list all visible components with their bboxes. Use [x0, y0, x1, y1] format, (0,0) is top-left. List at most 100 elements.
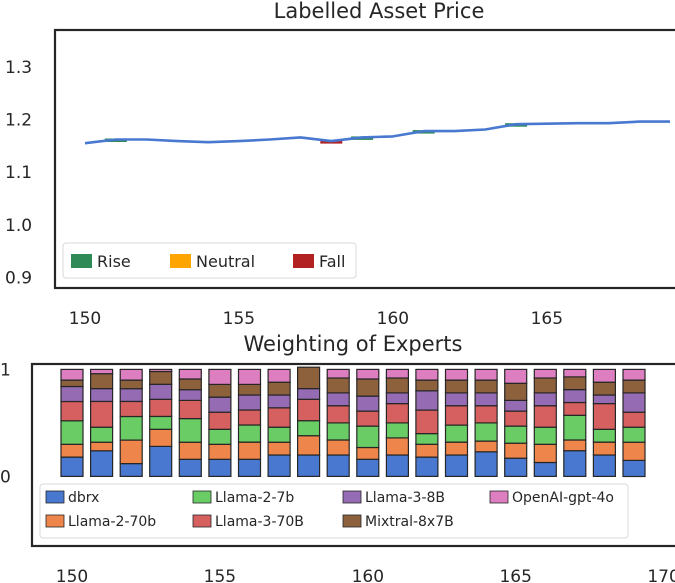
bar-llama-3-8b-169	[622, 392, 646, 413]
bar-openai-gpt-4o-150	[60, 368, 84, 381]
bar-llama-2-7b-160	[356, 425, 380, 449]
experts-legend: dbrx Llama-2-70b Llama-2-7b Llama-3-70B …	[39, 483, 629, 539]
bar-mixtral-8x7b-155	[208, 383, 232, 398]
bar-llama-2-7b-167	[563, 414, 587, 441]
legend-label-llama-2-7b: Llama-2-7b	[215, 490, 294, 506]
legend-swatch-fall	[293, 254, 314, 268]
bar-openai-gpt-4o-152	[119, 368, 143, 381]
bar-mixtral-8x7b-159	[326, 377, 350, 394]
bar-openai-gpt-4o-168	[592, 368, 617, 383]
bar-openai-gpt-4o-165	[504, 368, 528, 384]
bar-llama-3-8b-158	[297, 388, 321, 400]
bar-dbrx-165	[504, 457, 528, 478]
bar-llama-3-70b-150	[60, 400, 84, 422]
bar-llama-2-7b-151	[89, 426, 114, 443]
experts-chart-title: Weighting of Experts	[244, 332, 463, 356]
bar-mixtral-8x7b-150	[60, 379, 84, 388]
experts-bars	[60, 366, 646, 478]
experts-x-tick-label: 150	[56, 567, 88, 583]
bar-dbrx-166	[533, 461, 557, 477]
bar-mixtral-8x7b-167	[563, 376, 587, 391]
bar-mixtral-8x7b-168	[592, 381, 617, 396]
bar-openai-gpt-4o-153	[149, 368, 173, 373]
bar-dbrx-155	[208, 458, 232, 477]
bar-llama-3-70b-153	[149, 398, 173, 417]
bar-llama-3-70b-160	[356, 410, 380, 427]
bar-llama-2-7b-157	[267, 426, 291, 443]
bar-llama-2-70b-167	[563, 439, 587, 452]
legend-label-llama-2-70b: Llama-2-70b	[68, 514, 156, 530]
legend-swatch-dbrx	[45, 490, 65, 504]
price-y-tick-label: 1.0	[5, 216, 32, 236]
bar-llama-3-70b-168	[592, 403, 617, 430]
bar-mixtral-8x7b-157	[267, 381, 291, 396]
bar-dbrx-156	[237, 458, 262, 477]
price-x-tick-label: 155	[223, 309, 255, 329]
bar-openai-gpt-4o-155	[208, 368, 232, 385]
bar-mixtral-8x7b-161	[385, 377, 409, 394]
bar-llama-3-8b-166	[533, 392, 557, 407]
bar-llama-2-70b-169	[622, 441, 646, 462]
bar-mixtral-8x7b-158	[297, 366, 321, 390]
legend-label-dbrx: dbrx	[68, 490, 99, 506]
bar-llama-2-70b-160	[356, 446, 380, 460]
experts-x-tick-label: 155	[204, 567, 236, 583]
bar-mixtral-8x7b-164	[474, 379, 498, 394]
bar-llama-2-7b-159	[326, 422, 350, 441]
bar-llama-3-70b-157	[267, 407, 291, 428]
legend-label-rise: Rise	[97, 252, 131, 271]
bar-mixtral-8x7b-160	[356, 378, 380, 397]
bar-llama-2-70b-163	[444, 441, 469, 456]
bar-llama-3-8b-152	[119, 388, 143, 403]
bar-llama-2-70b-150	[60, 443, 84, 458]
legend-label-neutral: Neutral	[196, 252, 255, 271]
bar-llama-2-70b-168	[592, 441, 617, 456]
legend-swatch-llama-2-7b	[192, 490, 212, 504]
bar-dbrx-168	[592, 454, 617, 477]
bar-llama-2-70b-158	[297, 435, 321, 456]
bar-llama-2-7b-166	[533, 426, 557, 445]
bar-llama-3-70b-169	[622, 411, 646, 428]
bar-llama-3-70b-166	[533, 405, 557, 428]
price-x-tick-label: 150	[69, 309, 101, 329]
bar-llama-3-70b-154	[178, 399, 202, 420]
bar-llama-2-7b-168	[592, 428, 617, 443]
experts-x-ticks: 150 155 160 165 170	[56, 567, 675, 583]
bar-openai-gpt-4o-151	[89, 368, 114, 375]
bar-llama-3-8b-154	[178, 389, 202, 402]
bar-llama-2-70b-165	[504, 442, 528, 459]
price-plot-frame	[53, 28, 675, 290]
legend-swatch-llama-3-8b	[342, 490, 362, 504]
bar-llama-3-8b-157	[267, 394, 291, 409]
legend-label-fall: Fall	[319, 252, 345, 271]
legend-swatch-mixtral-8x7b	[342, 514, 362, 528]
experts-plot-frame	[30, 362, 675, 548]
bar-llama-2-7b-152	[119, 415, 143, 441]
bar-llama-3-70b-165	[504, 410, 528, 427]
bar-llama-3-8b-161	[385, 392, 409, 405]
bar-llama-2-7b-156	[237, 424, 262, 443]
experts-x-tick-label: 165	[499, 567, 531, 583]
bar-mixtral-8x7b-169	[622, 379, 646, 394]
price-chart: Labelled Asset Price 0.9 1.0 1.1 1.2 1.3 150…	[5, 0, 675, 329]
price-y-ticks: 0.9 1.0 1.1 1.2 1.3	[5, 58, 32, 289]
bar-llama-2-70b-162	[415, 443, 439, 458]
bar-openai-gpt-4o-162	[415, 368, 439, 381]
experts-y-ticks: 01	[0, 360, 11, 487]
bar-dbrx-159	[326, 454, 350, 477]
bar-llama-3-8b-163	[444, 392, 469, 407]
price-y-tick-label: 1.3	[5, 58, 32, 78]
bar-dbrx-164	[474, 451, 498, 477]
bar-dbrx-169	[622, 459, 646, 478]
bar-llama-3-70b-159	[326, 405, 350, 424]
legend-label-llama-3-8b: Llama-3-8B	[365, 490, 445, 506]
price-y-tick-label: 1.2	[5, 111, 32, 131]
bar-dbrx-160	[356, 458, 380, 477]
experts-x-tick-label: 160	[352, 567, 384, 583]
bar-mixtral-8x7b-153	[149, 370, 173, 385]
bar-openai-gpt-4o-160	[356, 368, 380, 380]
bar-llama-2-70b-152	[119, 439, 143, 465]
bar-llama-3-70b-155	[208, 411, 232, 430]
bar-llama-2-7b-162	[415, 433, 439, 445]
bar-dbrx-152	[119, 463, 143, 478]
